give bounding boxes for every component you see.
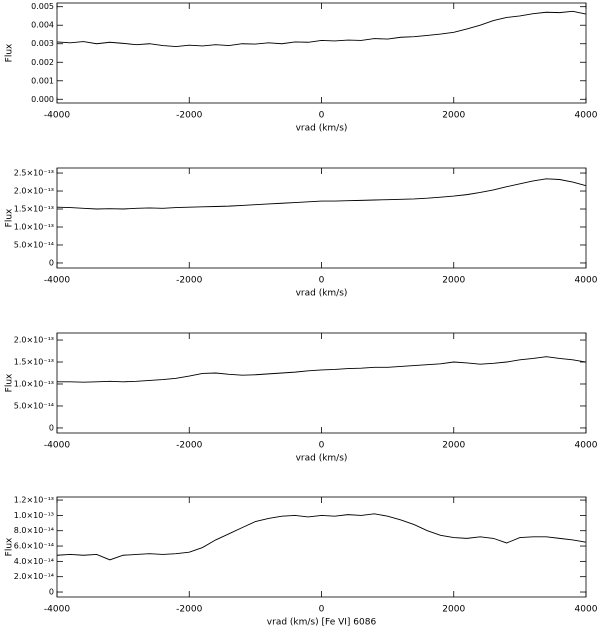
plot-frame [56,332,587,434]
x-tick-label: 0 [319,605,325,615]
x-tick-label: 2000 [442,111,465,121]
y-tick-label: 0 [49,423,54,432]
spectrum-line [56,178,587,210]
x-axis-label: vrad (km/s) [296,124,348,134]
y-tick-label: 5.0×10⁻¹⁴ [14,240,54,249]
y-tick-label: 2.5×10⁻¹³ [14,169,54,178]
y-tick-label: 2.0×10⁻¹⁴ [14,572,54,581]
y-tick-label: 0 [49,588,54,597]
y-tick-label: 0.002 [31,58,54,67]
x-tick-label: -2000 [176,441,202,451]
x-axis-label: vrad (km/s) [296,454,348,464]
x-axis-label: vrad (km/s) [Fe VI] 6086 [267,618,377,628]
x-tick-label: -4000 [44,441,70,451]
plot-frame [56,496,587,598]
y-tick-label: 1.0×10⁻¹³ [14,222,54,231]
y-tick-label: 5.0×10⁻¹⁴ [14,401,54,410]
x-tick-label: 2000 [442,276,465,286]
spectrum-line [56,513,587,561]
x-tick-label: -4000 [44,605,70,615]
y-axis-label: Flux [5,537,15,556]
x-tick-label: -2000 [176,605,202,615]
y-tick-label: 2.0×10⁻¹³ [14,336,54,345]
x-tick-label: 4000 [575,605,598,615]
y-tick-label: 0.000 [31,95,54,104]
x-tick-label: 0 [319,276,325,286]
x-tick-label: 2000 [442,441,465,451]
y-tick-label: 1.5×10⁻¹³ [14,205,54,214]
y-tick-label: 0.004 [31,21,54,30]
plot-frame [56,167,587,269]
y-tick-label: 1.2×10⁻¹³ [14,496,54,505]
y-axis-label: Flux [5,373,15,392]
spectrum-line [57,356,587,383]
y-tick-label: 0 [49,258,54,267]
x-tick-label: 0 [319,111,325,121]
x-tick-label: 4000 [575,441,598,451]
y-tick-label: 4.0×10⁻¹⁴ [14,557,54,566]
x-tick-label: 4000 [575,276,598,286]
spectrum-line [56,10,587,47]
plot-frame [56,2,587,104]
x-tick-label: 2000 [442,605,465,615]
x-tick-label: -4000 [44,111,70,121]
y-tick-label: 8.0×10⁻¹⁴ [14,526,54,535]
x-tick-label: 0 [319,441,325,451]
x-tick-label: 4000 [575,111,598,121]
x-tick-label: -4000 [44,276,70,286]
x-tick-label: -2000 [176,111,202,121]
y-tick-label: 2.0×10⁻¹³ [14,187,54,196]
y-axis-label: Flux [5,43,15,62]
y-tick-label: 1.0×10⁻¹³ [14,379,54,388]
y-tick-label: 0.001 [31,76,54,85]
y-tick-label: 0.003 [31,39,54,48]
y-axis-label: Flux [5,208,15,227]
y-tick-label: 0.005 [31,2,54,11]
y-tick-label: 1.5×10⁻¹³ [14,358,54,367]
x-tick-label: -2000 [176,276,202,286]
x-axis-label: vrad (km/s) [296,289,348,299]
y-tick-label: 1.0×10⁻¹³ [14,511,54,520]
y-tick-label: 6.0×10⁻¹⁴ [14,542,54,551]
